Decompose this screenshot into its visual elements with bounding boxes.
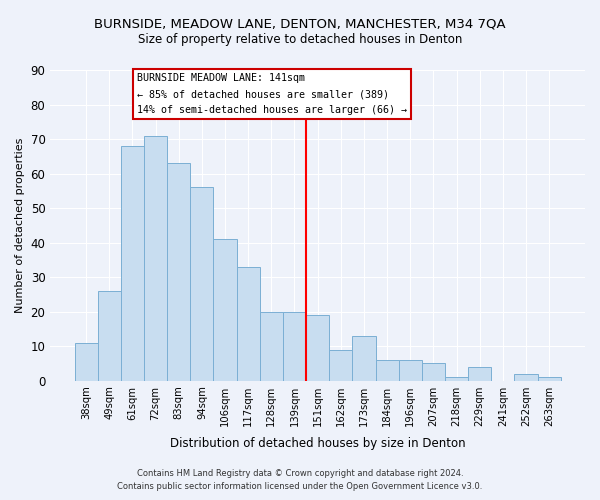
Text: Contains HM Land Registry data © Crown copyright and database right 2024.
Contai: Contains HM Land Registry data © Crown c… (118, 469, 482, 491)
Bar (398, 360, 422, 380)
Text: BURNSIDE, MEADOW LANE, DENTON, MANCHESTER, M34 7QA: BURNSIDE, MEADOW LANE, DENTON, MANCHESTE… (94, 18, 506, 30)
Bar (283, 312, 306, 380)
Bar (306, 315, 329, 380)
Bar (190, 188, 214, 380)
Text: Size of property relative to detached houses in Denton: Size of property relative to detached ho… (138, 32, 462, 46)
Text: BURNSIDE MEADOW LANE: 141sqm
← 85% of detached houses are smaller (389)
14% of s: BURNSIDE MEADOW LANE: 141sqm ← 85% of de… (137, 74, 407, 114)
Bar (468, 367, 491, 380)
Bar (538, 377, 560, 380)
Bar (422, 364, 445, 380)
Bar (236, 266, 260, 380)
Bar (214, 239, 236, 380)
X-axis label: Distribution of detached houses by size in Denton: Distribution of detached houses by size … (170, 437, 466, 450)
Bar (445, 377, 468, 380)
Bar (74, 342, 98, 380)
Bar (260, 312, 283, 380)
Bar (376, 360, 398, 380)
Bar (514, 374, 538, 380)
Bar (329, 350, 352, 380)
Bar (121, 146, 144, 380)
Bar (352, 336, 376, 380)
Bar (98, 291, 121, 380)
Bar (144, 136, 167, 380)
Bar (167, 163, 190, 380)
Y-axis label: Number of detached properties: Number of detached properties (15, 138, 25, 313)
